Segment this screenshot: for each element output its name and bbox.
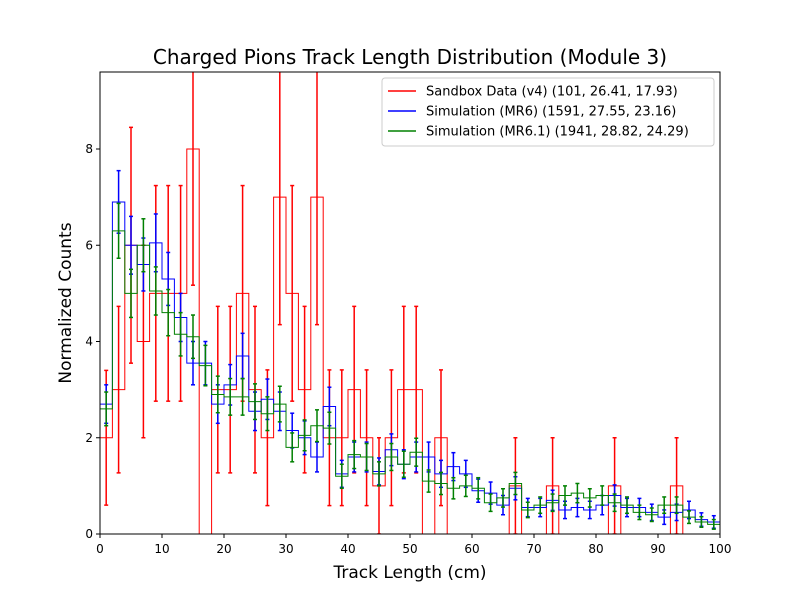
error-bar	[240, 377, 245, 416]
y-axis-label: Normalized Counts	[56, 222, 76, 383]
legend-label: Simulation (MR6.1) (1941, 28.82, 24.29)	[426, 125, 689, 140]
error-bar	[600, 485, 605, 506]
x-tick-label: 30	[278, 542, 293, 556]
legend-label: Sandbox Data (v4) (101, 26.41, 17.93)	[426, 85, 678, 100]
error-bar	[364, 369, 369, 507]
error-bar	[290, 184, 295, 402]
y-tick-label: 8	[85, 142, 93, 156]
error-bar	[649, 507, 654, 523]
x-tick-label: 80	[588, 542, 603, 556]
error-bar	[625, 496, 629, 515]
error-bar	[277, 72, 282, 326]
error-bar	[463, 474, 468, 498]
error-bar	[178, 311, 183, 357]
error-bar	[315, 72, 319, 326]
error-bar	[265, 396, 270, 432]
x-tick-label: 40	[340, 542, 355, 556]
error-bar	[228, 377, 233, 416]
x-tick-label: 70	[526, 542, 541, 556]
y-tick-label: 2	[85, 431, 93, 445]
error-bar	[550, 493, 555, 513]
y-tick-label: 4	[85, 335, 93, 349]
legend-label: Simulation (MR6) (1591, 27.55, 23.16)	[426, 105, 676, 120]
error-bar	[674, 496, 679, 515]
series-3	[100, 202, 720, 534]
x-tick-label: 100	[709, 542, 732, 556]
error-bar	[116, 305, 121, 474]
error-bar	[364, 442, 369, 472]
error-bar	[166, 288, 171, 337]
x-axis-label: Track Length (cm)	[332, 563, 486, 583]
legend-box	[381, 77, 715, 147]
error-bar	[116, 202, 121, 259]
y-tick-label: 6	[85, 238, 93, 252]
series-layer	[100, 72, 720, 534]
x-tick-label: 0	[96, 542, 104, 556]
error-bar	[637, 504, 642, 521]
error-bar	[277, 385, 282, 423]
error-bar	[253, 383, 257, 421]
error-bar	[191, 72, 195, 286]
error-bar	[339, 463, 344, 490]
error-bar	[513, 471, 518, 496]
error-bar	[290, 432, 295, 463]
error-bar	[687, 510, 691, 525]
error-bar	[501, 488, 505, 508]
error-bar	[203, 344, 208, 387]
error-bar	[451, 476, 456, 500]
error-bar	[439, 471, 443, 496]
error-bar	[327, 411, 332, 445]
error-bar	[401, 450, 406, 478]
error-bar	[191, 314, 195, 360]
error-bar	[612, 493, 617, 513]
error-bar	[575, 482, 580, 504]
error-bar	[538, 496, 543, 515]
error-bar	[414, 437, 419, 467]
y-axis-ticks: 0 2 4 6 8	[85, 142, 100, 541]
error-bar	[389, 442, 394, 472]
error-bar	[699, 515, 704, 529]
error-bar	[153, 266, 158, 316]
x-tick-label: 20	[216, 542, 231, 556]
error-bar	[315, 409, 319, 443]
x-tick-label: 50	[402, 542, 417, 556]
error-bar	[426, 469, 431, 493]
error-bar	[377, 461, 381, 487]
error-bar	[662, 496, 667, 515]
chart-title: Charged Pions Track Length Distribution …	[153, 45, 667, 69]
error-bar	[563, 485, 567, 506]
legend: Sandbox Data (v4) (101, 26.41, 17.93) Sim…	[381, 77, 715, 147]
y-tick-label: 0	[85, 527, 93, 541]
error-bar	[141, 218, 146, 273]
x-tick-label: 10	[154, 542, 169, 556]
error-bar	[302, 419, 307, 452]
error-bar	[587, 488, 592, 508]
error-bar	[129, 268, 133, 319]
error-bar	[711, 518, 716, 530]
histogram-step-line	[100, 148, 720, 534]
error-bar	[550, 437, 555, 534]
error-bar	[525, 501, 530, 519]
x-tick-label: 60	[464, 542, 479, 556]
error-bar	[215, 375, 220, 414]
error-bar	[488, 493, 493, 513]
x-axis-ticks: 0 10 20 30 40 50 60 70 80 90 100	[96, 534, 731, 556]
error-bar	[104, 391, 109, 427]
error-bar	[352, 439, 357, 470]
x-tick-label: 90	[650, 542, 665, 556]
error-bar	[476, 476, 481, 500]
